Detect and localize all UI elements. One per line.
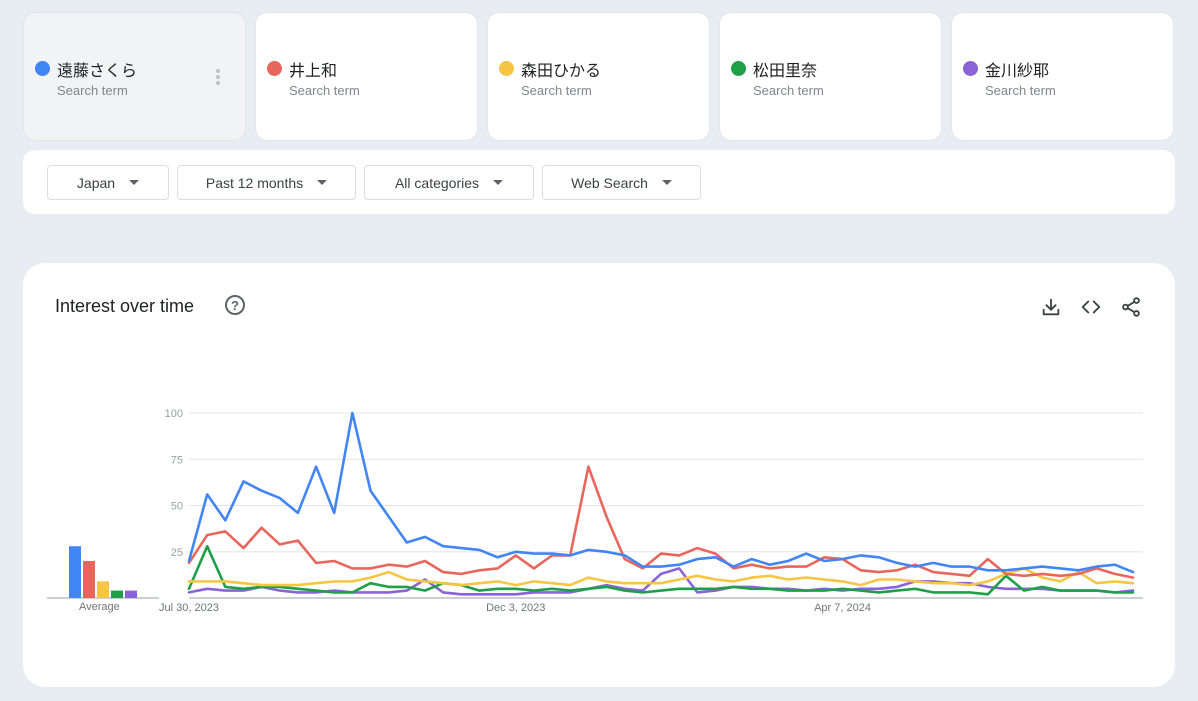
average-bar	[125, 590, 137, 598]
series-line	[187, 411, 1135, 574]
section-title: Interest over time	[55, 296, 195, 316]
search-type-label: Web Search	[571, 174, 648, 191]
region-label: Japan	[76, 174, 116, 191]
average-bar	[97, 581, 109, 598]
term-color-dot	[35, 61, 50, 76]
caret-down-icon	[317, 180, 328, 185]
term-color-dot	[267, 61, 282, 76]
category-label: All categories	[394, 174, 480, 191]
help-icon[interactable]: ?	[225, 295, 245, 315]
interest-chart: 25 50 75 100 Jul 30, 2023 Dec 3, 2023 Apr 7, 2…	[47, 408, 1143, 614]
search-type-dropdown[interactable]: Web Search	[542, 165, 701, 200]
term-subtitle: Search term	[985, 83, 1056, 98]
term-card-1[interactable]: 遠藤さくら Search term	[23, 12, 246, 141]
y-tick-label: 75	[171, 454, 183, 466]
term-card-5[interactable]: 金川紗耶 Search term	[951, 12, 1174, 141]
interest-over-time-card: Interest over time ? 25 50 75 100 Jul 30, 20…	[23, 263, 1175, 687]
x-tick-label: Apr 7, 2024	[814, 602, 871, 614]
share-icon[interactable]	[1120, 296, 1142, 318]
caret-down-icon	[661, 180, 672, 185]
category-dropdown[interactable]: All categories	[364, 165, 534, 200]
term-name[interactable]: 松田里奈	[753, 61, 818, 80]
term-name[interactable]: 金川紗耶	[985, 61, 1050, 80]
y-tick-label: 50	[171, 501, 183, 513]
term-color-dot	[731, 61, 746, 76]
term-subtitle: Search term	[521, 83, 592, 98]
term-name[interactable]: 井上和	[289, 61, 338, 80]
term-subtitle: Search term	[289, 83, 360, 98]
term-color-dot	[963, 61, 978, 76]
caret-down-icon	[493, 180, 504, 185]
series-line	[187, 465, 1135, 579]
embed-code-icon[interactable]	[1080, 296, 1102, 318]
series-line	[187, 567, 1135, 587]
term-subtitle: Search term	[57, 83, 128, 98]
term-name[interactable]: 遠藤さくら	[57, 61, 138, 80]
series-line	[187, 544, 1135, 596]
term-card-3[interactable]: 森田ひかる Search term	[487, 12, 710, 141]
term-card-2[interactable]: 井上和 Search term	[255, 12, 478, 141]
download-icon[interactable]	[1040, 296, 1062, 318]
average-bar	[69, 546, 81, 598]
term-subtitle: Search term	[753, 83, 824, 98]
average-bar	[111, 590, 123, 598]
period-dropdown[interactable]: Past 12 months	[177, 165, 356, 200]
region-dropdown[interactable]: Japan	[47, 165, 169, 200]
period-label: Past 12 months	[205, 174, 304, 191]
term-color-dot	[499, 61, 514, 76]
filter-bar: Japan Past 12 months All categories Web …	[23, 150, 1175, 214]
caret-down-icon	[129, 180, 140, 185]
x-tick-label: Jul 30, 2023	[159, 602, 219, 614]
average-bar	[83, 561, 95, 598]
x-tick-label: Dec 3, 2023	[486, 602, 545, 614]
term-name[interactable]: 森田ひかる	[521, 61, 602, 80]
y-tick-label: 100	[165, 408, 183, 420]
more-options-icon[interactable]	[214, 69, 222, 87]
term-card-4[interactable]: 松田里奈 Search term	[719, 12, 942, 141]
y-tick-label: 25	[171, 547, 183, 559]
average-label: Average	[79, 601, 120, 613]
